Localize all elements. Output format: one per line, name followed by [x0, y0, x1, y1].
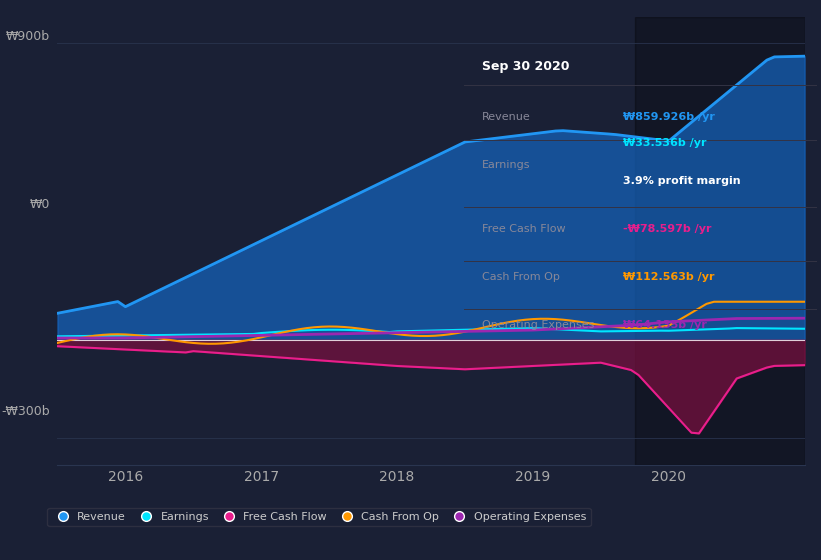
Text: -₩78.597b /yr: -₩78.597b /yr: [622, 224, 711, 234]
Text: ₩33.536b /yr: ₩33.536b /yr: [622, 138, 706, 148]
Text: ₩64.135b /yr: ₩64.135b /yr: [622, 320, 707, 330]
Bar: [635, 17, 805, 465]
Text: ₩0: ₩0: [30, 198, 50, 212]
Text: ₩859.926b /yr: ₩859.926b /yr: [622, 113, 714, 123]
Text: Sep 30 2020: Sep 30 2020: [481, 60, 569, 73]
Text: ₩112.563b /yr: ₩112.563b /yr: [622, 272, 714, 282]
Text: -₩300b: -₩300b: [2, 404, 50, 418]
Legend: Revenue, Earnings, Free Cash Flow, Cash From Op, Operating Expenses: Revenue, Earnings, Free Cash Flow, Cash …: [48, 507, 590, 526]
Text: Operating Expenses: Operating Expenses: [481, 320, 594, 330]
Text: Free Cash Flow: Free Cash Flow: [481, 224, 565, 234]
Text: Earnings: Earnings: [481, 160, 530, 170]
Text: Revenue: Revenue: [481, 113, 530, 123]
Text: ₩900b: ₩900b: [6, 30, 50, 43]
Text: Cash From Op: Cash From Op: [481, 272, 559, 282]
Text: 3.9% profit margin: 3.9% profit margin: [622, 176, 741, 186]
